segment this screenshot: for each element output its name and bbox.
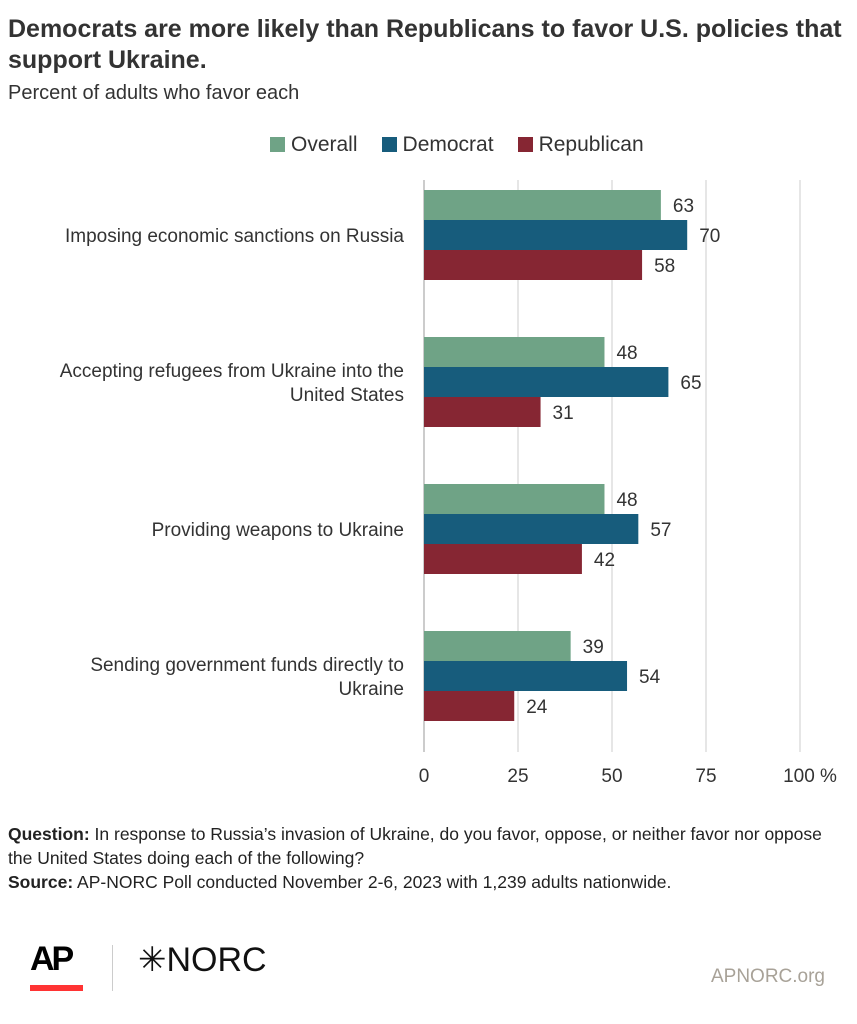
legend-item-overall: Overall: [270, 133, 358, 157]
source-label: Source:: [8, 872, 74, 892]
x-tick-label: 75: [695, 766, 716, 787]
legend-label: Republican: [538, 133, 644, 156]
legend-item-republican: Republican: [517, 133, 644, 157]
data-label: 48: [616, 343, 637, 364]
logo-divider: [112, 945, 113, 991]
ap-logo: AP: [30, 940, 74, 978]
data-label: 63: [673, 196, 694, 217]
legend-item-democrat: Democrat: [381, 133, 494, 157]
bar-democrat: [424, 367, 669, 397]
category-label: Sending government funds directly to: [90, 655, 404, 676]
data-label: 31: [553, 403, 574, 424]
bar-overall: [424, 337, 605, 367]
question-note: Question: In response to Russia’s invasi…: [8, 822, 848, 870]
chart-title: Democrats are more likely than Republica…: [8, 15, 842, 74]
plot-area: 0 25 50 75 100 % Imposing economic sanctions …: [60, 180, 837, 787]
ap-logo-bar: [30, 985, 83, 991]
bar-democrat: [424, 220, 688, 250]
x-tick-label: 100 %: [783, 766, 837, 787]
site-link[interactable]: APNORC.org: [710, 966, 825, 987]
bar-overall: [424, 631, 571, 661]
bar-republican: [424, 691, 515, 721]
data-label: 65: [680, 373, 701, 394]
data-label: 58: [654, 256, 675, 277]
data-label: 57: [650, 520, 671, 541]
legend: Overall Democrat Republican: [270, 133, 644, 157]
bar-overall: [424, 484, 605, 514]
legend-swatch: [381, 137, 397, 152]
data-label: 42: [594, 550, 615, 571]
bar-democrat: [424, 661, 628, 691]
legend-swatch: [517, 137, 533, 152]
bar-republican: [424, 544, 582, 574]
bar-overall: [424, 190, 661, 220]
norc-logo: ✳NORC: [138, 941, 267, 979]
legend-label: Overall: [291, 133, 358, 156]
data-label: 24: [526, 697, 548, 718]
notes: Question: In response to Russia’s invasi…: [8, 822, 848, 894]
source-text: AP-NORC Poll conducted November 2-6, 202…: [73, 872, 672, 892]
data-label: 70: [699, 226, 720, 247]
x-tick-label: 25: [507, 766, 528, 787]
question-label: Question:: [8, 824, 90, 844]
data-label: 39: [583, 637, 604, 658]
category-label: Imposing economic sanctions on Russia: [65, 226, 404, 247]
category-label: Accepting refugees from Ukraine into the: [60, 361, 404, 382]
source-note: Source: AP-NORC Poll conducted November …: [8, 870, 848, 894]
bar-democrat: [424, 514, 639, 544]
bar-republican: [424, 250, 643, 280]
legend-label: Democrat: [402, 133, 494, 156]
chart-subtitle: Percent of adults who favor each: [8, 82, 300, 104]
category-label: Providing weapons to Ukraine: [152, 520, 404, 541]
data-label: 54: [639, 667, 661, 688]
legend-swatch: [270, 137, 285, 152]
bar-republican: [424, 397, 541, 427]
data-label: 48: [616, 490, 637, 511]
x-tick-label: 0: [419, 766, 430, 787]
question-text: In response to Russia’s invasion of Ukra…: [8, 824, 822, 868]
x-tick-label: 50: [601, 766, 622, 787]
category-label: Ukraine: [339, 679, 404, 700]
category-label: United States: [290, 385, 404, 406]
